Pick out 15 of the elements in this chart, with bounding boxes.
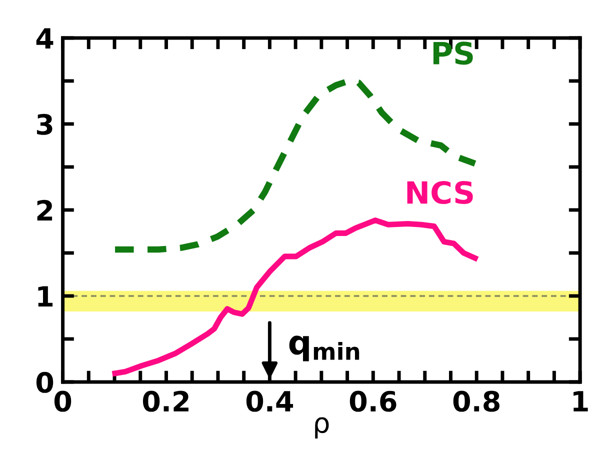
- series-label: NCS: [407, 180, 473, 204]
- x-tick-label: 0.6: [350, 390, 396, 412]
- y-tick-label: 1: [38, 286, 53, 307]
- y-tick-label: 3: [36, 114, 52, 135]
- x-axis-title: ρ: [315, 417, 329, 439]
- text: PS: [433, 42, 473, 65]
- x-tick-label: 0.2: [142, 390, 188, 412]
- y-tick-label: 2: [37, 200, 52, 221]
- x-tick-label: 1: [574, 391, 588, 412]
- y-tick-label: 0: [36, 372, 54, 393]
- x-tick-label: 0.4: [246, 390, 294, 412]
- annotation: q$_{min}$: [289, 336, 360, 362]
- y-tick-label: 4: [36, 28, 54, 49]
- x-tick-label: 0.8: [453, 390, 500, 412]
- x-tick-label: 0: [54, 390, 72, 412]
